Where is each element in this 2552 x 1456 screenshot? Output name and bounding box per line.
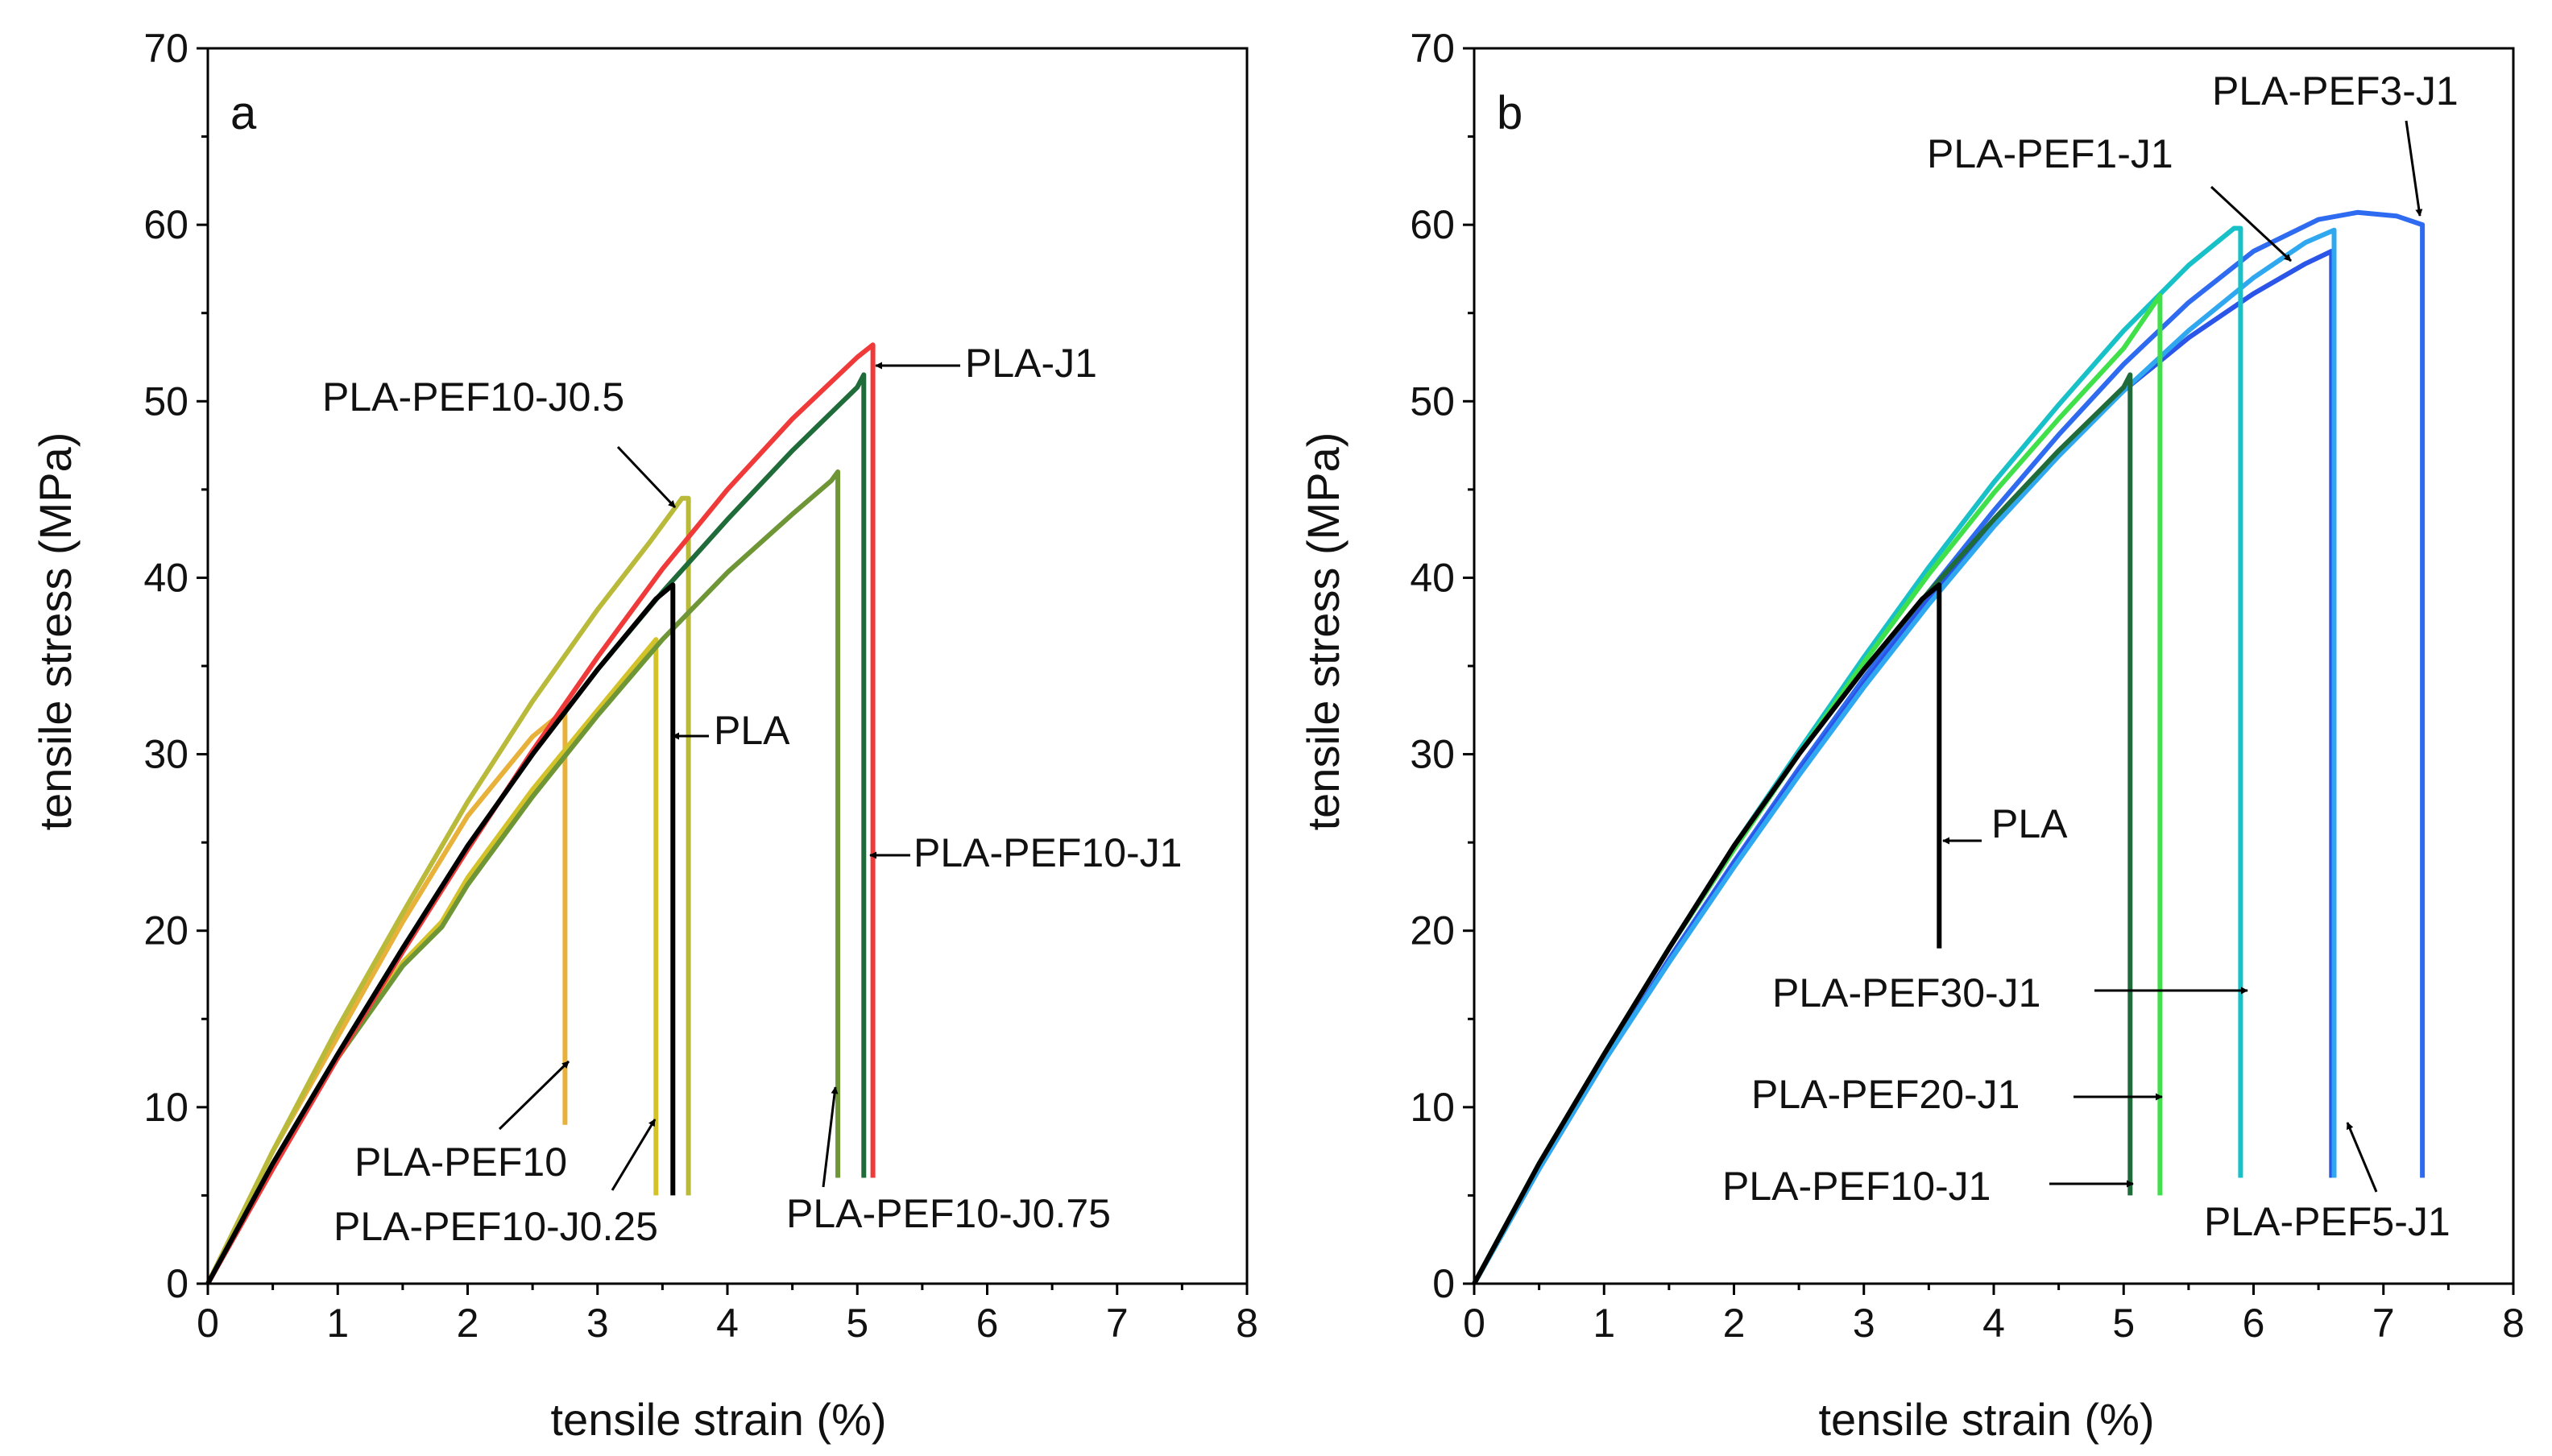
x-tick-label: 4 xyxy=(1982,1301,2005,1346)
y-tick-label: 40 xyxy=(1410,555,1455,600)
y-tick-label: 0 xyxy=(1432,1261,1455,1306)
y-tick-label: 10 xyxy=(143,1085,188,1130)
x-tick-label: 8 xyxy=(1236,1301,1258,1346)
annotation-pla-j1: PLA-J1 xyxy=(875,341,1097,386)
annotation-label: PLA-PEF10-J0.25 xyxy=(334,1204,658,1249)
annotation-label: PLA-PEF30-J1 xyxy=(1772,970,2040,1015)
y-axis-title-b: tensile stress (MPa) xyxy=(1298,432,1348,831)
annotation-label: PLA-PEF1-J1 xyxy=(1927,131,2173,176)
annotation-label: PLA-PEF10-J0.5 xyxy=(322,374,624,420)
x-tick-label: 2 xyxy=(457,1301,479,1346)
series-line-pla-pef3-j1 xyxy=(1472,209,2426,1285)
x-tick-label: 0 xyxy=(197,1301,219,1346)
y-tick-label: 20 xyxy=(1410,908,1455,953)
annotation-arrow xyxy=(2210,185,2293,263)
panel-b: 0 1 2 3 4 5 6 7 8 0 10 20 30 40 50 60 70 b tensile strai… xyxy=(1298,26,2525,1445)
y-tick-label: 40 xyxy=(143,555,188,600)
annotation-label: PLA xyxy=(1991,801,2068,846)
annotation-arrow xyxy=(2405,120,2423,217)
x-tick-label: 3 xyxy=(586,1301,609,1346)
series-line-pla-pef10-j0-5 xyxy=(205,495,691,1285)
x-tick-label: 2 xyxy=(1723,1301,1746,1346)
x-tick-label: 8 xyxy=(2502,1301,2525,1346)
x-axis-title-a: tensile strain (%) xyxy=(550,1394,886,1445)
annotation-arrow xyxy=(611,1119,657,1191)
series-line-pla-pef10 xyxy=(205,707,568,1285)
x-tick-label: 6 xyxy=(2243,1301,2265,1346)
y-tick-label: 20 xyxy=(143,908,188,953)
annotation-label: PLA-PEF10-J1 xyxy=(1722,1164,1991,1209)
y-tick-label: 30 xyxy=(1410,732,1455,777)
x-tick-label: 1 xyxy=(1593,1301,1615,1346)
plot-frame-b xyxy=(1473,47,2515,1285)
x-tick-label: 0 xyxy=(1463,1301,1485,1346)
y-tick-label: 10 xyxy=(1410,1085,1455,1130)
annotation-pla: PLA xyxy=(672,708,790,753)
annotation-pla-pef10-j1-b: PLA-PEF10-J1 xyxy=(1722,1164,2134,1209)
annotation-pla-b: PLA xyxy=(1942,801,2068,846)
annotation-pla-pef10-j1: PLA-PEF10-J1 xyxy=(869,830,1182,875)
series-line-pla-pef20-j1 xyxy=(1472,292,2163,1285)
annotation-arrow xyxy=(2346,1122,2378,1193)
x-axis-title-b: tensile strain (%) xyxy=(1818,1394,2154,1445)
annotations-b: PLA-PEF3-J1 PLA-PEF1-J1 PLA PLA-PEF30-J1… xyxy=(1722,68,2459,1244)
series-layer-a xyxy=(205,342,876,1285)
x-tick-label: 5 xyxy=(2112,1301,2135,1346)
y-tick-label: 60 xyxy=(143,202,188,247)
annotation-label: PLA-PEF10 xyxy=(354,1140,567,1185)
annotation-label: PLA xyxy=(714,708,790,753)
series-layer-b xyxy=(1472,209,2426,1285)
x-tick-label: 1 xyxy=(326,1301,349,1346)
series-line-pla xyxy=(1472,582,1942,1285)
annotation-pla-pef10-j05: PLA-PEF10-J0.5 xyxy=(322,374,677,509)
panel-a: 0 1 2 3 4 5 6 7 8 0 10 20 30 40 50 60 70 a tensile strai… xyxy=(30,26,1258,1445)
y-tick-label: 30 xyxy=(143,732,188,777)
annotation-pla-pef10: PLA-PEF10 xyxy=(354,1060,570,1185)
annotation-label: PLA-PEF20-J1 xyxy=(1751,1072,2020,1117)
panel-label-a: a xyxy=(230,87,257,139)
series-line-pla xyxy=(205,582,676,1285)
annotation-arrow xyxy=(498,1060,570,1131)
x-tick-label: 7 xyxy=(2372,1301,2395,1346)
x-tick-label: 7 xyxy=(1106,1301,1129,1346)
x-tick-label: 3 xyxy=(1853,1301,1875,1346)
annotation-arrow xyxy=(616,445,677,509)
x-tick-label: 5 xyxy=(846,1301,868,1346)
plot-frame-a xyxy=(206,47,1249,1285)
y-tick-label: 60 xyxy=(1410,202,1455,247)
y-tick-label: 50 xyxy=(143,378,188,424)
annotation-pla-pef20-j1: PLA-PEF20-J1 xyxy=(1751,1072,2163,1117)
tick-labels-b: 0 1 2 3 4 5 6 7 8 0 10 20 30 40 50 60 70 xyxy=(1410,26,2525,1346)
series-line-pla-pef10-j0-25 xyxy=(205,637,659,1285)
annotation-pla-pef5-j1: PLA-PEF5-J1 xyxy=(2204,1122,2450,1244)
annotation-pla-pef3-j1: PLA-PEF3-J1 xyxy=(2212,68,2459,217)
y-tick-label: 0 xyxy=(166,1261,188,1306)
series-line-pla-pef5-j1 xyxy=(1472,227,2337,1285)
series-line-pla-pef1-j1 xyxy=(1472,249,2334,1285)
annotation-arrow xyxy=(822,1086,839,1188)
y-tick-label: 50 xyxy=(1410,378,1455,424)
x-tick-label: 4 xyxy=(716,1301,739,1346)
annotation-label: PLA-J1 xyxy=(965,341,1097,386)
annotation-pla-pef30-j1: PLA-PEF30-J1 xyxy=(1772,970,2248,1015)
x-tick-label: 6 xyxy=(976,1301,999,1346)
annotation-label: PLA-PEF3-J1 xyxy=(2212,68,2459,114)
annotation-pla-pef1-j1: PLA-PEF1-J1 xyxy=(1927,131,2293,263)
annotation-label: PLA-PEF10-J1 xyxy=(914,830,1182,875)
panel-label-b: b xyxy=(1497,87,1522,139)
y-tick-label: 70 xyxy=(1410,26,1455,71)
annotation-pla-pef10-j025: PLA-PEF10-J0.25 xyxy=(334,1119,658,1249)
y-tick-label: 70 xyxy=(143,26,188,71)
tick-marks-a xyxy=(197,47,1249,1295)
annotation-label: PLA-PEF10-J0.75 xyxy=(786,1191,1111,1236)
annotation-pla-pef10-j075: PLA-PEF10-J0.75 xyxy=(786,1086,1111,1236)
annotations-a: PLA-J1 PLA-PEF10-J0.5 PLA PLA-PEF10-J1 P… xyxy=(322,341,1182,1249)
annotation-label: PLA-PEF5-J1 xyxy=(2204,1199,2450,1244)
y-axis-title-a: tensile stress (MPa) xyxy=(30,432,81,831)
tick-labels-a: 0 1 2 3 4 5 6 7 8 0 10 20 30 40 50 60 70 xyxy=(143,26,1258,1346)
